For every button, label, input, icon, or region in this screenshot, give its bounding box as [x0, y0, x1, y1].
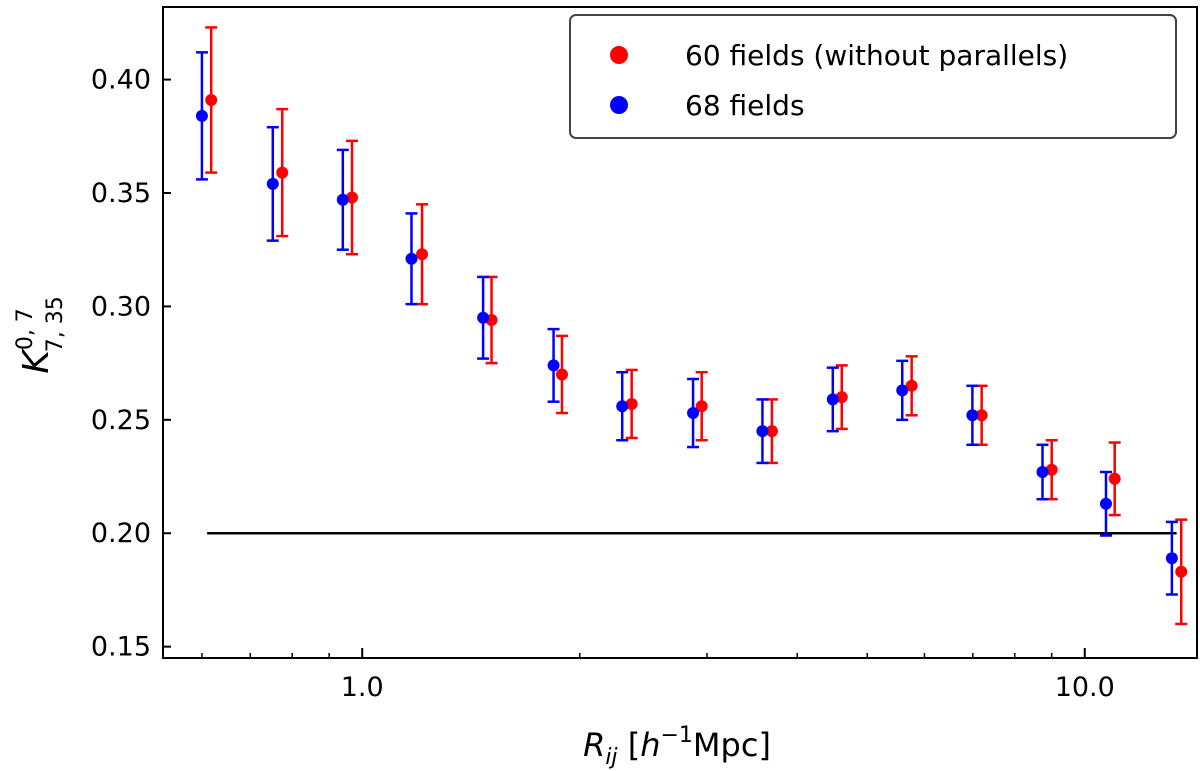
plot-frame — [162, 6, 1198, 659]
data-point — [625, 397, 638, 410]
data-point — [195, 109, 208, 122]
y-tick-label: 0.15 — [91, 632, 151, 663]
data-point — [756, 425, 769, 438]
y-tick-label: 0.20 — [91, 518, 151, 549]
data-point — [266, 177, 279, 190]
y-tick-label: 0.40 — [91, 65, 151, 96]
data-point — [405, 252, 418, 265]
data-point — [966, 409, 979, 422]
data-point — [835, 391, 848, 404]
data-point — [695, 400, 708, 413]
y-axis-label: K0, 7 7, 35 — [13, 296, 68, 374]
svg-text:K0, 77, 35: K0, 7 7, 35 — [13, 296, 68, 374]
data-point — [1165, 552, 1178, 565]
data-point — [477, 311, 490, 324]
data-point — [687, 407, 700, 420]
data-point — [765, 425, 778, 438]
data-point — [1108, 472, 1121, 485]
y-tick-label: 0.35 — [91, 178, 151, 209]
data-point — [1099, 497, 1112, 510]
data-point — [205, 94, 218, 106]
legend-box — [569, 14, 1177, 139]
data-point — [616, 400, 629, 413]
data-point — [896, 384, 909, 397]
x-tick-label: 10.0 — [1055, 672, 1115, 703]
ticks-layer: 0.15 0.20 0.25 0.30 0.35 0.40 1.0 10.0 — [91, 65, 1115, 703]
data-point — [336, 193, 349, 206]
data-point — [1036, 466, 1049, 478]
data-point — [547, 359, 560, 372]
data-point — [905, 379, 918, 392]
y-tick-label: 0.25 — [91, 405, 151, 436]
data-point — [346, 191, 359, 204]
data-point — [555, 368, 568, 381]
y-tick-label: 0.30 — [91, 291, 151, 322]
data-point — [826, 393, 839, 406]
data-point — [276, 166, 289, 179]
x-axis-label: Rij [h−1Mpc] — [583, 723, 771, 770]
series-blue — [195, 51, 1178, 596]
legend-marker-blue — [610, 96, 628, 114]
data-point — [416, 248, 429, 261]
legend-label-68-fields: 68 fields — [685, 89, 805, 122]
data-point — [1175, 565, 1188, 578]
data-point — [1045, 463, 1058, 476]
legend: 60 fields (without parallels) 68 fields — [569, 14, 1177, 139]
legend-label-60-fields: 60 fields (without parallels) — [685, 39, 1068, 72]
data-point — [975, 409, 988, 422]
series-layer — [195, 26, 1188, 626]
legend-marker-red — [610, 46, 628, 64]
series-red — [205, 26, 1188, 626]
x-tick-label: 1.0 — [341, 672, 384, 703]
